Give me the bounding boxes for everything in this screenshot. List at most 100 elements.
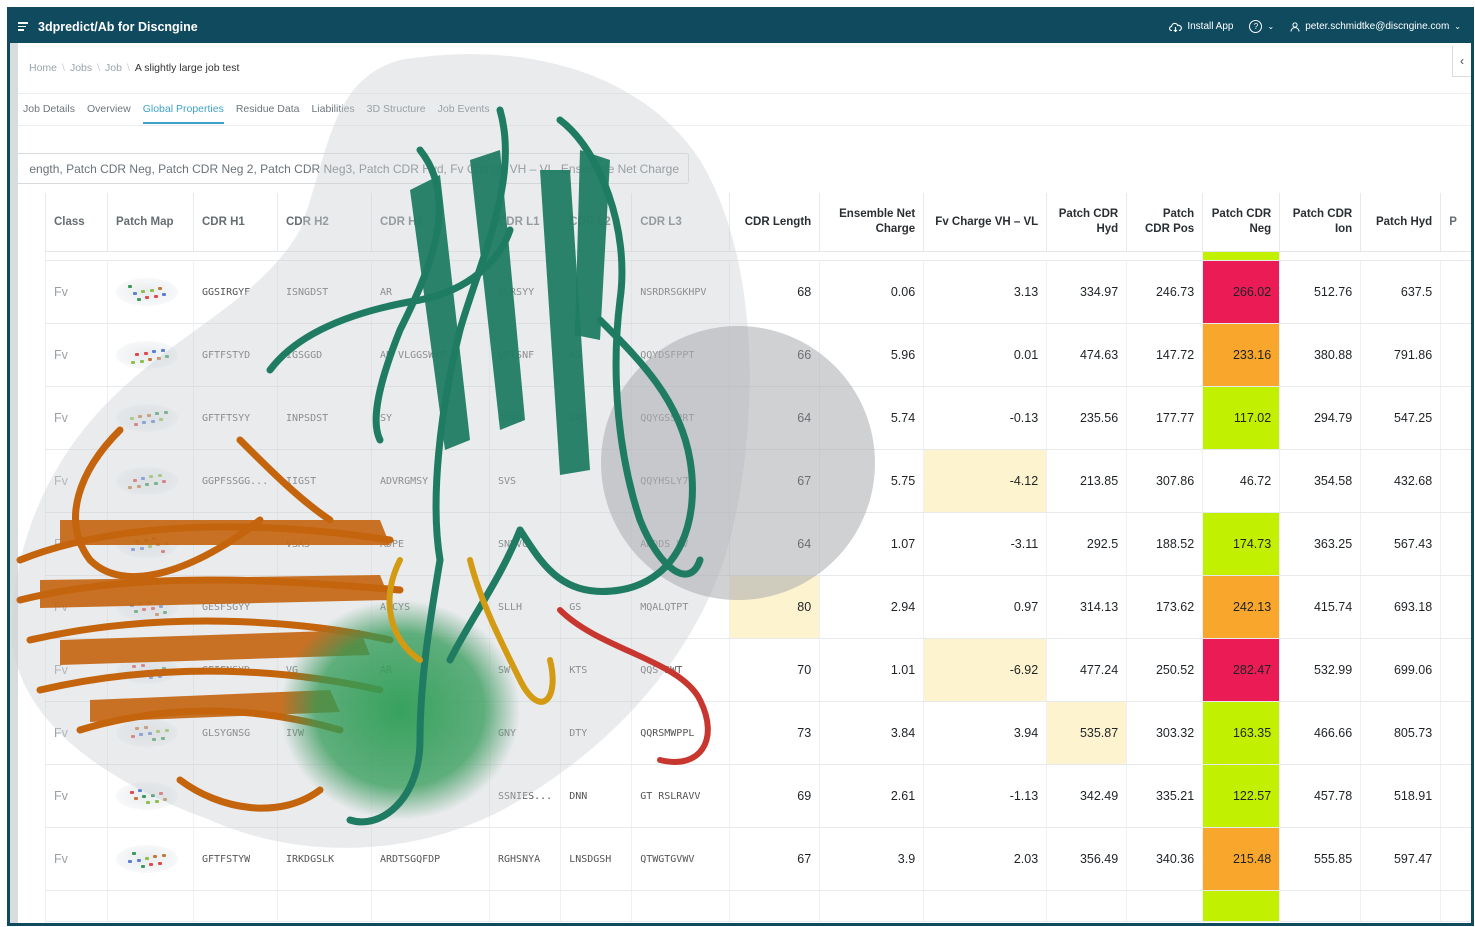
column-header[interactable]: P (1440, 193, 1471, 252)
empty-cell (371, 890, 490, 922)
empty-cell (631, 890, 730, 922)
tab-liabilities[interactable]: Liabilities (311, 103, 355, 115)
overflow-cell (1440, 638, 1471, 702)
cdr-h3-cell: AR (371, 260, 490, 324)
column-header[interactable]: CDR H1 (193, 193, 278, 252)
class-cell: Fv (45, 701, 108, 765)
app-title[interactable]: 3dpredict/Ab for Discngine (38, 19, 198, 34)
patch-map-thumbnail[interactable] (116, 656, 178, 684)
patch-map-cell (107, 827, 194, 891)
cdr-l1-cell: SVS (488, 449, 561, 513)
cdr-length-cell: 73 (729, 701, 820, 765)
patch-cdr-hyd-cell: 314.13 (1046, 575, 1127, 639)
column-header[interactable]: CDR L2 (560, 193, 632, 252)
help-icon: ? (1249, 20, 1263, 33)
column-header[interactable]: CDR Length (729, 193, 820, 252)
column-header[interactable]: Ensemble Net Charge (819, 193, 924, 252)
column-header[interactable]: CDR H2 (277, 193, 372, 252)
table-row[interactable]: Fv VSAS ADPE SNNVG AWDDS VV 64 1.07 -3.11 292.5 1… (45, 512, 1471, 576)
patch-map-thumbnail[interactable] (116, 782, 178, 810)
breadcrumb-job[interactable]: Job (105, 62, 122, 74)
patch-cdr-neg-cell: 117.02 (1202, 386, 1280, 450)
table-row[interactable]: Fv GFTFTSYY INPSDST SY QSVQ GAS QQYGSSPRT 64 5.7… (45, 386, 1471, 450)
cdr-length-cell: 70 (729, 638, 820, 702)
patch-map-cell (107, 449, 194, 513)
patch-map-thumbnail[interactable] (116, 341, 178, 369)
patch-cdr-hyd-cell: 477.24 (1046, 638, 1127, 702)
cdr-h2-cell: VSAS (277, 512, 372, 576)
overflow-cell (1440, 764, 1471, 828)
patch-cdr-neg-cell: 174.73 (1202, 512, 1280, 576)
overflow-cell (1440, 512, 1471, 576)
table-row[interactable]: Fv GGSIRGYF ISNGDST AR SLRSYY NSRDRSGKHPV 68 0.… (45, 260, 1471, 324)
tab-overview[interactable]: Overview (86, 103, 131, 115)
patch-map-thumbnail[interactable] (116, 845, 178, 873)
patch-cdr-ion-cell: 555.85 (1279, 827, 1361, 891)
patch-map-thumbnail[interactable] (116, 530, 178, 558)
patch-cdr-neg-cell: 233.16 (1202, 323, 1280, 387)
table-row[interactable]: Fv GLSYGNSG IVW GNY DTY QQRSMWPPL 73 3.84 3.94 53… (45, 701, 1471, 765)
patch-cdr-pos-cell: 250.52 (1126, 638, 1203, 702)
ensemble-net-charge-cell: 2.94 (819, 575, 924, 639)
table-header-row: Class Patch Map CDR H1 CDR H2 CDR H3 CDR… (45, 193, 1471, 252)
cdr-length-cell: 64 (729, 386, 820, 450)
column-header[interactable]: CDR L1 (488, 193, 561, 252)
patch-hyd-cell: 693.18 (1360, 575, 1441, 639)
patch-map-thumbnail[interactable] (116, 467, 178, 495)
tab-residue-data[interactable]: Residue Data (235, 103, 300, 115)
cdr-l2-cell: GS (560, 575, 632, 639)
table-row[interactable]: Fv GFIFNSYD VG AR SW KTS QQS SWT 70 1.01 -6.92 477… (45, 638, 1471, 702)
table-row[interactable]: Fv GGPFSSGG... IIGST ADVRGMSY SVS QQYHSLY7 67 5… (45, 449, 1471, 513)
column-header[interactable]: Fv Charge VH – VL (923, 193, 1047, 252)
empty-cell (107, 890, 194, 922)
install-app-button[interactable]: Install App (1169, 21, 1233, 32)
empty-cell (277, 890, 372, 922)
column-header[interactable]: Patch CDR Ion (1279, 193, 1361, 252)
ensemble-net-charge-cell: 2.61 (819, 764, 924, 828)
collapse-panel-button[interactable]: ‹ (1452, 46, 1471, 77)
breadcrumb-home[interactable]: Home (29, 62, 58, 74)
empty-cell (488, 890, 561, 922)
cdr-h2-cell: IGSGGD (277, 323, 372, 387)
overflow-cell (1440, 386, 1471, 450)
column-header[interactable]: CDR L3 (631, 193, 730, 252)
table-row[interactable]: Fv GESFSGYY ATCYS SLLH GS MQALQTPT 80 2.94 0.97 3… (45, 575, 1471, 639)
tab-3d-structure[interactable]: 3D Structure (366, 103, 426, 115)
column-header[interactable]: CDR H3 (371, 193, 490, 252)
cdr-length-cell: 64 (729, 512, 820, 576)
hamburger-menu-icon[interactable] (18, 20, 28, 33)
cdr-l1-cell: SNNVG (488, 512, 561, 576)
tab-job-events[interactable]: Job Events (437, 103, 490, 115)
cdr-h1-cell: GFIFNSYD (193, 638, 278, 702)
patch-cdr-hyd-cell: 356.49 (1046, 827, 1127, 891)
patch-map-thumbnail[interactable] (116, 593, 178, 621)
cdr-length-cell: 68 (729, 260, 820, 324)
cdr-h2-cell: ISNGDST (277, 260, 372, 324)
user-menu[interactable]: peter.schmidtke@discngine.com ⌄ (1290, 21, 1461, 32)
tab-global-properties[interactable]: Global Properties (142, 103, 224, 124)
table-row[interactable]: Fv GFTFSTYD IGSGGD AR VLGGSWYF QDISNF AS QQYDS… (45, 323, 1471, 387)
column-selector-input[interactable]: ength, Patch CDR Neg, Patch CDR Neg 2, P… (18, 153, 689, 184)
table-row[interactable]: Fv SSNIES... DNN GT RSLRAVV 69 2.61 -1.13 342.4… (45, 764, 1471, 828)
empty-cell (1126, 890, 1203, 922)
column-header[interactable]: Patch CDR Hyd (1046, 193, 1127, 252)
patch-map-thumbnail[interactable] (116, 278, 178, 306)
empty-cell (45, 890, 108, 922)
ensemble-net-charge-cell: 1.01 (819, 638, 924, 702)
column-header[interactable]: Patch CDR Neg (1202, 193, 1280, 252)
empty-cell (193, 890, 278, 922)
cdr-l2-cell: GAS (560, 386, 632, 450)
patch-map-thumbnail[interactable] (116, 404, 178, 432)
column-header[interactable]: Patch Hyd (1360, 193, 1441, 252)
tab-job-details[interactable]: Job Details (23, 103, 75, 115)
column-header[interactable]: Patch CDR Pos (1126, 193, 1203, 252)
help-menu[interactable]: ? ⌄ (1249, 20, 1274, 33)
cdr-h3-cell (371, 764, 490, 828)
patch-map-thumbnail[interactable] (116, 719, 178, 747)
cdr-h1-cell: GGSIRGYF (193, 260, 278, 324)
table-row[interactable]: Fv GFTFSTYW IRKDGSLK ARDTSGQFDP RGHSNYA LNSDG… (45, 827, 1471, 891)
divider (18, 125, 1471, 126)
breadcrumb-jobs[interactable]: Jobs (69, 62, 93, 74)
column-header[interactable]: Patch Map (107, 193, 194, 252)
column-header[interactable]: Class (45, 193, 108, 252)
